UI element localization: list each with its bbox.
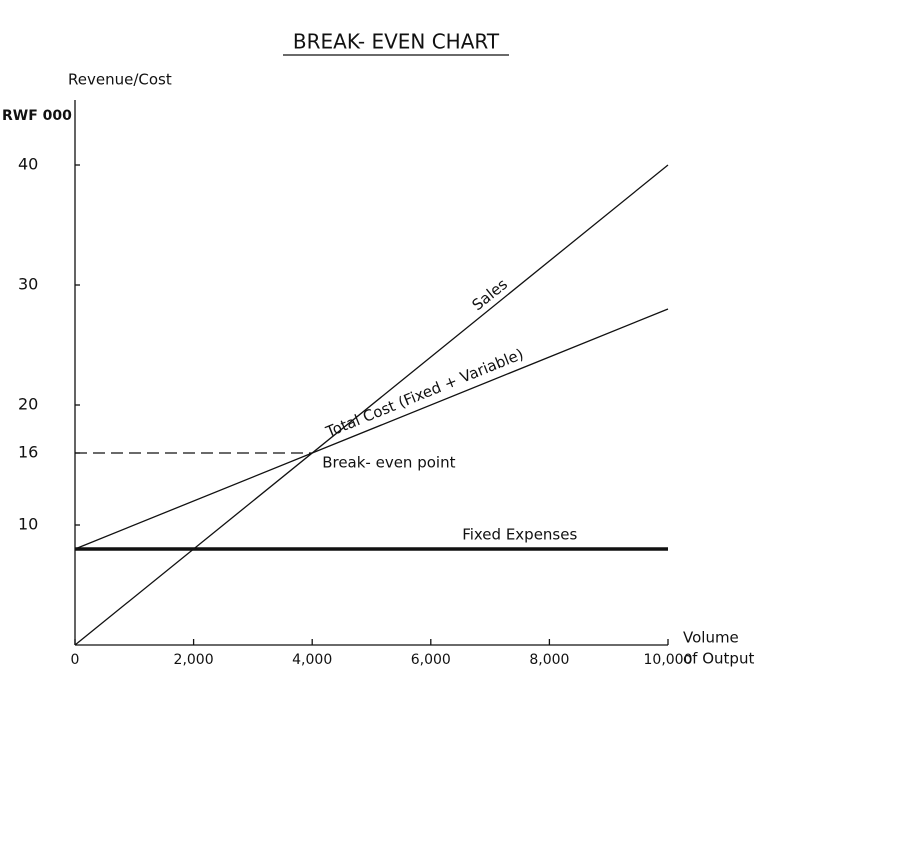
- y-tick-label: 20: [18, 395, 38, 414]
- series-line: [74, 164, 669, 646]
- y-tick-label: 40: [18, 155, 38, 174]
- x-tick-label: 2,000: [174, 652, 214, 668]
- x-tick-label: 10,000: [644, 652, 693, 668]
- y-axis-unit: RWF 000: [2, 108, 72, 124]
- break-even-label: Break- even point: [322, 454, 455, 472]
- x-tick-label: 4,000: [292, 652, 332, 668]
- series-label: Fixed Expenses: [462, 526, 577, 544]
- series-label: Sales: [469, 275, 512, 314]
- series-line: [74, 308, 669, 550]
- series-label: Total Cost (Fixed + Variable): [322, 345, 526, 441]
- x-tick-label: 8,000: [529, 652, 569, 668]
- y-axis-label: Revenue/Cost: [68, 71, 172, 89]
- x-axis-label: of Output: [683, 650, 754, 668]
- x-tick-label: 6,000: [411, 652, 451, 668]
- x-tick-label: 0: [71, 652, 80, 668]
- chart-title: BREAK- EVEN CHART: [293, 30, 500, 54]
- y-tick-label: 30: [18, 275, 38, 294]
- y-tick-label: 10: [18, 515, 38, 534]
- y-tick-label: 16: [18, 443, 38, 462]
- x-axis-label: Volume: [683, 629, 739, 647]
